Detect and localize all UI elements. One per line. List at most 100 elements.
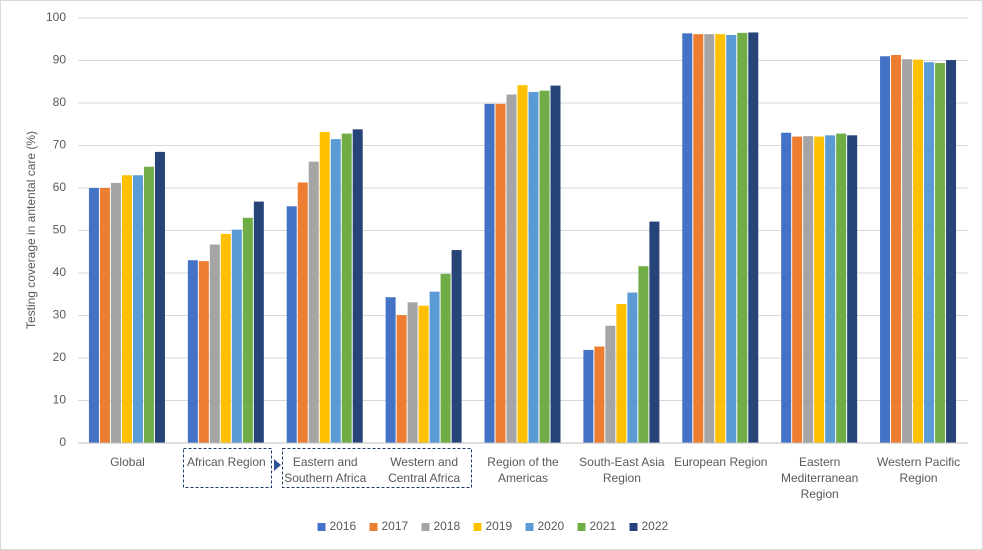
bar: [605, 325, 616, 443]
bar: [715, 34, 726, 444]
legend-swatch: [369, 523, 378, 531]
bar: [440, 273, 451, 443]
legend-swatch: [317, 523, 326, 531]
bar: [506, 94, 517, 443]
x-tick-label: Eastern and Southern Africa: [284, 455, 367, 485]
bar: [308, 161, 319, 443]
bar: [286, 206, 297, 443]
bar: [737, 32, 748, 443]
bar: [803, 136, 814, 443]
y-tick-label: 80: [53, 95, 67, 109]
y-tick-label: 40: [53, 265, 67, 279]
legend-label: 2019: [486, 519, 513, 533]
bar: [352, 129, 363, 443]
bar: [880, 56, 891, 443]
bar: [528, 91, 539, 443]
y-tick-label: 70: [53, 138, 67, 152]
bar: [649, 221, 660, 443]
bar: [748, 32, 759, 443]
bar: [297, 182, 308, 443]
bar: [99, 188, 110, 443]
bar: [143, 166, 154, 443]
bar: [704, 34, 715, 444]
bar: [682, 33, 693, 444]
bar: [836, 133, 847, 443]
y-tick-label: 50: [53, 223, 67, 237]
bar: [847, 135, 858, 444]
bar: [627, 292, 638, 443]
highlight-box: [183, 448, 272, 488]
bar: [924, 62, 935, 443]
bar: [792, 136, 803, 443]
legend-swatch: [473, 523, 482, 531]
legend-label: 2020: [538, 519, 565, 533]
y-tick-label: 20: [53, 350, 67, 364]
legend-label: 2018: [434, 519, 461, 533]
bar: [319, 131, 330, 443]
highlight-box: [282, 448, 472, 488]
bar: [726, 35, 737, 443]
bar: [396, 315, 407, 443]
bar: [902, 59, 913, 443]
x-tick-label: Region of the Americas: [487, 455, 559, 485]
y-axis-label: Testing coverage in antental care (%): [24, 131, 38, 329]
bar: [616, 304, 627, 443]
x-tick-label: Western and Central Africa: [388, 455, 461, 485]
x-tick-label: African Region: [186, 455, 266, 469]
y-tick-label: 90: [53, 53, 67, 67]
x-tick-label: Western Pacific Region: [876, 455, 961, 485]
bar: [385, 297, 396, 443]
bar: [231, 229, 242, 443]
bar: [330, 139, 341, 443]
bar: [253, 201, 264, 443]
bar: [484, 103, 495, 443]
legend-label: 2021: [590, 519, 617, 533]
y-tick-label: 30: [53, 308, 67, 322]
bar: [242, 217, 253, 443]
bar: [429, 291, 440, 443]
y-tick-label: 100: [46, 10, 66, 24]
legend-label: 2017: [382, 519, 409, 533]
y-tick-label: 10: [53, 393, 67, 407]
bar: [693, 34, 704, 444]
x-tick-label: South-East Asia Region: [579, 455, 665, 485]
legend-swatch: [577, 523, 586, 531]
legend-label: 2016: [330, 519, 357, 533]
y-tick-label: 0: [59, 435, 66, 449]
bar: [550, 85, 561, 443]
bar: [517, 85, 528, 444]
bar: [539, 90, 550, 444]
bar: [132, 175, 143, 443]
bar: [913, 59, 924, 444]
bar: [946, 60, 957, 443]
x-tick-label: Global: [110, 455, 145, 469]
bar: [110, 182, 121, 443]
bar: [638, 266, 649, 443]
bar: [935, 63, 946, 444]
x-tick-label: European Region: [674, 455, 768, 469]
bar: [407, 302, 418, 443]
arrow: [274, 459, 281, 471]
bar: [341, 133, 352, 443]
y-tick-label: 60: [53, 180, 67, 194]
legend-swatch: [525, 523, 534, 531]
bar: [198, 261, 209, 443]
bar: [154, 151, 165, 443]
legend-swatch: [421, 523, 430, 531]
bar: [220, 233, 231, 443]
bar: [209, 244, 220, 443]
bar: [88, 188, 99, 443]
bar: [187, 260, 198, 443]
bar: [121, 175, 132, 443]
bar: [451, 250, 462, 443]
x-tick-label: Eastern Mediterranean Region: [780, 455, 859, 501]
bar: [825, 135, 836, 444]
bar: [495, 103, 506, 443]
bar: [814, 136, 825, 443]
bar: [583, 349, 594, 443]
bar: [594, 346, 605, 443]
bar: [891, 54, 902, 443]
legend-label: 2022: [642, 519, 669, 533]
